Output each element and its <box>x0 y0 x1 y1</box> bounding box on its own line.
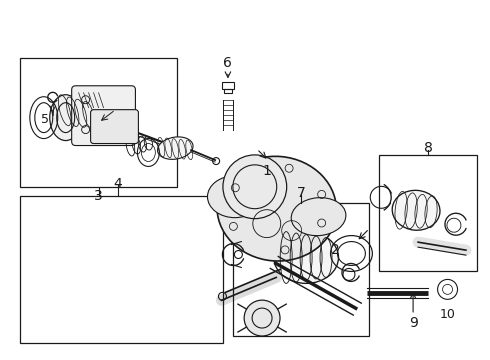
Circle shape <box>223 155 287 219</box>
Bar <box>233 203 369 336</box>
Ellipse shape <box>217 156 337 261</box>
Text: 6: 6 <box>223 57 232 71</box>
FancyBboxPatch shape <box>72 86 135 145</box>
FancyBboxPatch shape <box>91 110 138 144</box>
Ellipse shape <box>291 198 346 236</box>
Ellipse shape <box>392 190 440 230</box>
Text: 8: 8 <box>423 141 433 155</box>
Bar <box>379 155 477 271</box>
Circle shape <box>244 300 280 336</box>
Text: 9: 9 <box>409 316 417 330</box>
Bar <box>224 89 232 93</box>
Ellipse shape <box>207 176 262 218</box>
Ellipse shape <box>50 95 82 140</box>
Text: 2: 2 <box>331 243 340 257</box>
Bar <box>222 82 234 89</box>
Ellipse shape <box>157 137 193 159</box>
Text: 1: 1 <box>263 164 271 178</box>
Ellipse shape <box>274 231 339 283</box>
Bar <box>21 58 177 187</box>
Text: 4: 4 <box>114 177 122 190</box>
Text: 3: 3 <box>94 189 103 203</box>
Ellipse shape <box>57 96 100 129</box>
Text: 5: 5 <box>41 113 49 126</box>
Text: 10: 10 <box>440 308 456 321</box>
Text: 7: 7 <box>297 185 305 199</box>
Bar <box>21 196 223 343</box>
